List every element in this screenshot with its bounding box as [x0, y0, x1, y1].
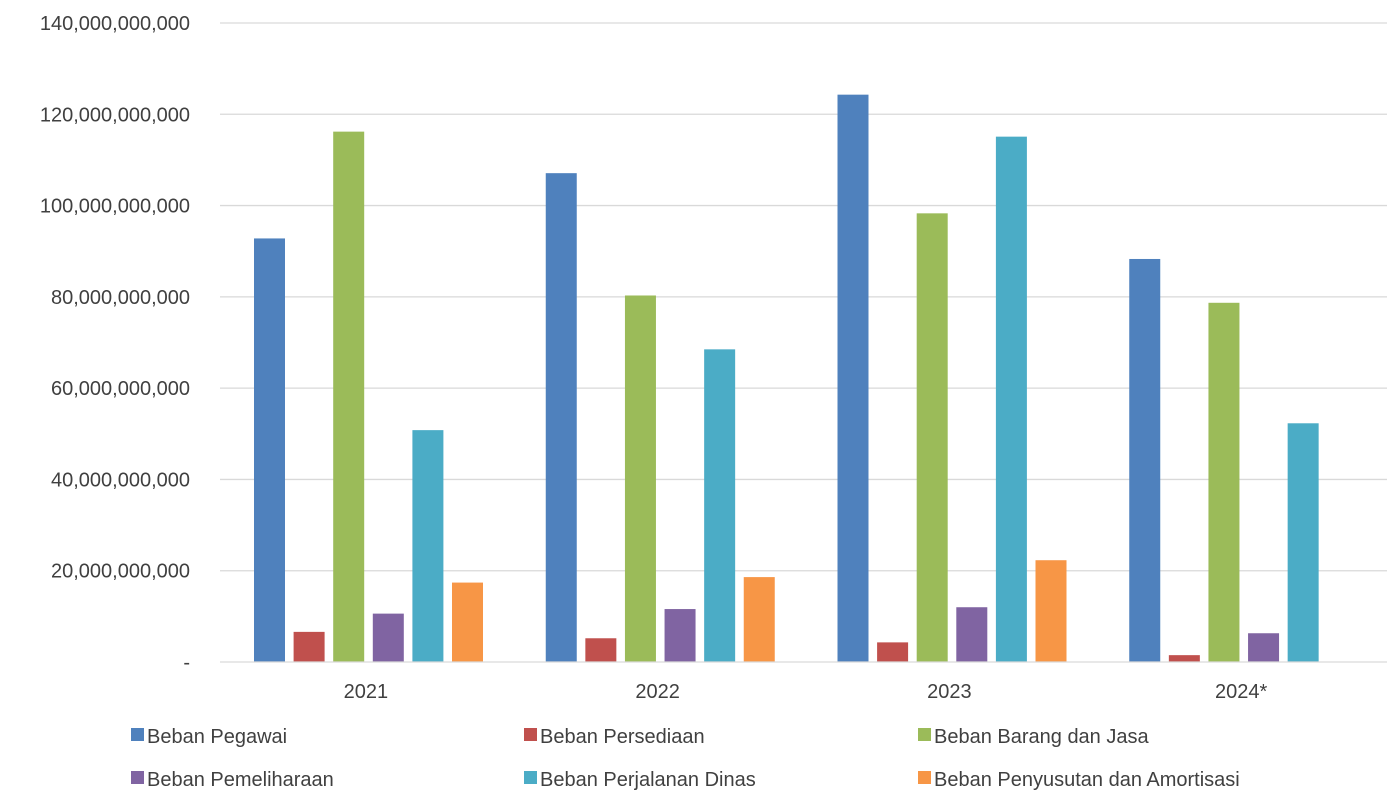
x-tick-label: 2023 — [927, 681, 972, 703]
x-tick-label: 2024* — [1215, 681, 1267, 703]
legend-item: Beban Perjalanan Dinas — [524, 769, 756, 791]
bar-beban-penyusutan-dan-amortisasi-2022 — [743, 577, 775, 662]
legend-item: Beban Persediaan — [524, 726, 705, 748]
bar-beban-barang-dan-jasa-2021 — [333, 131, 365, 662]
legend-swatch — [918, 771, 931, 784]
legend-item: Beban Barang dan Jasa — [918, 726, 1149, 748]
legend-item: Beban Pemeliharaan — [131, 769, 334, 791]
bar-beban-barang-dan-jasa-2023 — [916, 213, 948, 662]
bar-beban-penyusutan-dan-amortisasi-2023 — [1035, 560, 1067, 662]
legend-swatch — [131, 728, 144, 741]
y-tick-label: 40,000,000,000 — [51, 469, 190, 491]
x-tick-label: 2022 — [635, 681, 680, 703]
bar-beban-perjalanan-dinas-2024 — [1287, 423, 1319, 662]
y-tick-label: - — [183, 652, 190, 674]
bar-beban-barang-dan-jasa-2022 — [624, 295, 656, 662]
bar-beban-pemeliharaan-2021 — [372, 613, 404, 662]
legend-item: Beban Pegawai — [131, 726, 287, 748]
bar-beban-persediaan-2023 — [877, 642, 909, 662]
x-tick-label: 2021 — [344, 681, 389, 703]
x-axis-tick-labels: 2021 2022 2023 2024* — [344, 681, 1268, 703]
bar-beban-penyusutan-dan-amortisasi-2021 — [452, 582, 483, 662]
bar-beban-perjalanan-dinas-2021 — [412, 430, 444, 662]
y-axis-tick-labels: - 20,000,000,000 40,000,000,000 60,000,000,… — [40, 13, 190, 674]
bar-beban-perjalanan-dinas-2022 — [704, 349, 736, 662]
legend-label: Beban Pemeliharaan — [147, 769, 334, 791]
bar-beban-pemeliharaan-2022 — [664, 609, 696, 662]
bar-beban-barang-dan-jasa-2024 — [1208, 302, 1240, 662]
legend-item: Beban Penyusutan dan Amortisasi — [918, 769, 1240, 791]
legend-swatch — [524, 771, 537, 784]
legend-swatch — [524, 728, 537, 741]
legend-label: Beban Pegawai — [147, 726, 287, 748]
legend-label: Beban Persediaan — [540, 726, 705, 748]
bar-beban-pegawai-2023 — [837, 94, 869, 662]
legend: Beban Pegawai Beban Persediaan Beban Baran… — [131, 726, 1240, 791]
bar-beban-perjalanan-dinas-2023 — [995, 136, 1027, 663]
bar-beban-pegawai-2022 — [545, 173, 577, 663]
y-tick-label: 80,000,000,000 — [51, 287, 190, 309]
legend-label: Beban Barang dan Jasa — [934, 726, 1149, 748]
bar-beban-persediaan-2022 — [585, 638, 617, 662]
legend-swatch — [918, 728, 931, 741]
y-tick-label: 60,000,000,000 — [51, 378, 190, 400]
legend-swatch — [131, 771, 144, 784]
bar-beban-pemeliharaan-2024 — [1248, 633, 1280, 662]
y-tick-label: 100,000,000,000 — [40, 196, 190, 218]
bar-beban-pemeliharaan-2023 — [956, 607, 988, 662]
bar-beban-persediaan-2024 — [1168, 655, 1200, 662]
y-tick-label: 20,000,000,000 — [51, 561, 190, 583]
bars — [254, 94, 1319, 663]
bar-beban-pegawai-2024 — [1129, 258, 1161, 662]
bar-beban-pegawai-2021 — [254, 238, 285, 663]
legend-label: Beban Perjalanan Dinas — [540, 769, 756, 791]
y-tick-label: 120,000,000,000 — [40, 104, 190, 126]
y-tick-label: 140,000,000,000 — [40, 13, 190, 35]
legend-label: Beban Penyusutan dan Amortisasi — [934, 769, 1240, 791]
bar-beban-persediaan-2021 — [293, 631, 325, 662]
